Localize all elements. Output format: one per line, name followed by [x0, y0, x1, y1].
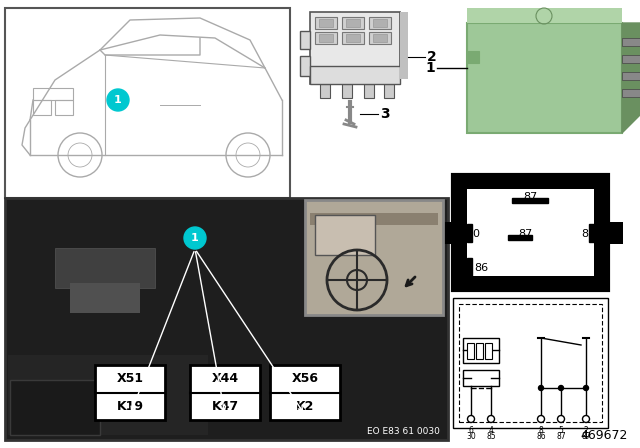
- Text: 85: 85: [486, 432, 496, 441]
- Text: 3: 3: [380, 107, 390, 121]
- Bar: [5, 198, 448, 440]
- Bar: [320, 84, 330, 98]
- Text: 85: 85: [581, 229, 595, 239]
- Bar: [55, 248, 155, 288]
- Text: 2: 2: [427, 50, 436, 64]
- Bar: [315, 32, 337, 44]
- Text: 8: 8: [539, 426, 543, 435]
- Bar: [467, 224, 472, 242]
- Bar: [512, 198, 548, 203]
- Bar: [300, 31, 310, 49]
- Text: 30: 30: [466, 229, 480, 239]
- Circle shape: [184, 227, 206, 249]
- Bar: [467, 189, 594, 276]
- Circle shape: [559, 385, 563, 391]
- Bar: [369, 17, 391, 29]
- Bar: [467, 51, 479, 63]
- Bar: [467, 23, 622, 133]
- Bar: [10, 380, 100, 435]
- Bar: [8, 355, 208, 435]
- Bar: [95, 365, 165, 420]
- Text: 469672: 469672: [580, 429, 628, 442]
- Bar: [270, 365, 340, 420]
- Bar: [453, 175, 608, 290]
- Text: 6: 6: [468, 426, 474, 435]
- Text: 5: 5: [559, 426, 563, 435]
- Text: 87: 87: [556, 432, 566, 441]
- Bar: [373, 19, 387, 27]
- Text: X44: X44: [211, 372, 239, 385]
- Bar: [346, 34, 360, 42]
- Bar: [305, 200, 443, 315]
- Text: X51: X51: [116, 372, 143, 385]
- Bar: [622, 72, 640, 80]
- Bar: [342, 32, 364, 44]
- Text: 86: 86: [536, 432, 546, 441]
- Text: 87: 87: [523, 192, 537, 202]
- Bar: [342, 17, 364, 29]
- Bar: [373, 34, 387, 42]
- Text: K2: K2: [296, 400, 314, 413]
- Text: 1: 1: [191, 233, 199, 243]
- Text: 4: 4: [488, 426, 493, 435]
- Bar: [485, 343, 492, 359]
- Bar: [459, 304, 602, 422]
- Bar: [310, 66, 400, 84]
- Bar: [622, 55, 640, 63]
- Text: K19: K19: [116, 400, 143, 413]
- Bar: [190, 365, 260, 420]
- Text: 87: 87: [581, 432, 591, 441]
- Text: 30: 30: [466, 432, 476, 441]
- Bar: [315, 17, 337, 29]
- Text: EO E83 61 0030: EO E83 61 0030: [367, 427, 440, 436]
- Bar: [453, 298, 608, 428]
- Circle shape: [582, 415, 589, 422]
- Bar: [400, 12, 408, 79]
- Bar: [33, 100, 51, 115]
- Bar: [5, 8, 290, 198]
- Circle shape: [107, 89, 129, 111]
- Circle shape: [467, 415, 474, 422]
- Bar: [467, 343, 474, 359]
- Bar: [476, 343, 483, 359]
- Text: 2: 2: [584, 426, 588, 435]
- Circle shape: [557, 415, 564, 422]
- Bar: [608, 222, 623, 244]
- Bar: [508, 235, 532, 240]
- Bar: [384, 84, 394, 98]
- Bar: [310, 213, 438, 225]
- Bar: [463, 370, 499, 386]
- Bar: [342, 84, 352, 98]
- Bar: [369, 32, 391, 44]
- Bar: [346, 19, 360, 27]
- Bar: [319, 34, 333, 42]
- Polygon shape: [622, 23, 640, 133]
- Bar: [622, 89, 640, 97]
- Circle shape: [538, 385, 543, 391]
- Text: 1: 1: [114, 95, 122, 105]
- Text: K47: K47: [211, 400, 239, 413]
- Bar: [319, 19, 333, 27]
- Circle shape: [488, 415, 495, 422]
- Bar: [315, 215, 375, 255]
- Text: 86: 86: [474, 263, 488, 273]
- Bar: [310, 12, 400, 84]
- Text: 1: 1: [425, 61, 435, 75]
- Text: 87: 87: [518, 229, 532, 239]
- Bar: [438, 222, 453, 244]
- Bar: [622, 38, 640, 46]
- Bar: [589, 224, 594, 242]
- Bar: [467, 258, 472, 278]
- Bar: [55, 100, 73, 115]
- Bar: [467, 8, 622, 23]
- Circle shape: [584, 385, 589, 391]
- Bar: [70, 283, 140, 313]
- Bar: [463, 338, 499, 363]
- Bar: [300, 56, 310, 76]
- Bar: [33, 88, 73, 100]
- Circle shape: [538, 415, 545, 422]
- Bar: [364, 84, 374, 98]
- Text: X56: X56: [291, 372, 319, 385]
